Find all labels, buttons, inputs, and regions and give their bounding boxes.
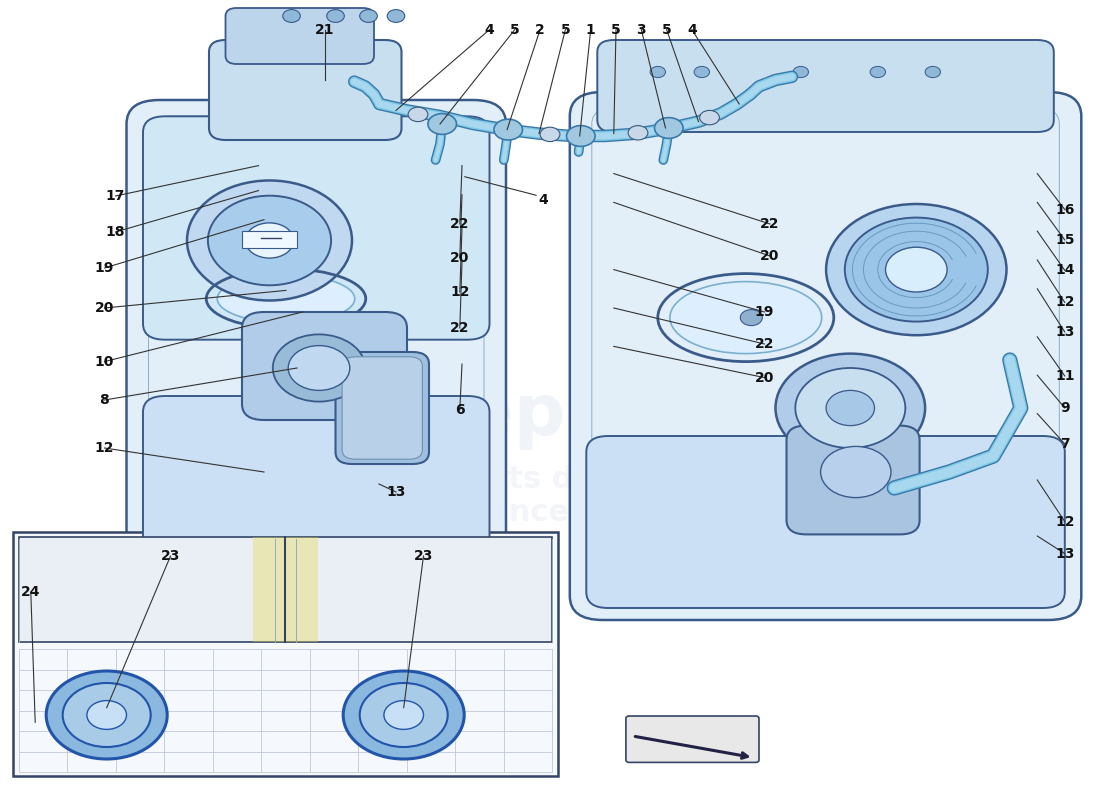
- Text: 4: 4: [485, 22, 494, 37]
- Circle shape: [826, 204, 1006, 335]
- Text: 11: 11: [1055, 369, 1075, 383]
- Circle shape: [327, 10, 344, 22]
- Text: 5: 5: [510, 22, 519, 37]
- Circle shape: [245, 223, 294, 258]
- Text: 8: 8: [100, 393, 109, 407]
- Text: 3: 3: [637, 22, 646, 37]
- Text: 20: 20: [95, 301, 114, 315]
- Circle shape: [87, 701, 126, 730]
- Circle shape: [886, 247, 947, 292]
- Text: 4: 4: [688, 22, 696, 37]
- Text: 4: 4: [539, 193, 548, 207]
- Circle shape: [740, 310, 762, 326]
- Text: 13: 13: [1055, 325, 1075, 339]
- Text: oeparts: oeparts: [416, 382, 728, 450]
- Circle shape: [566, 126, 595, 146]
- FancyBboxPatch shape: [342, 357, 422, 459]
- Circle shape: [494, 119, 522, 140]
- Circle shape: [650, 66, 666, 78]
- Bar: [253, 537, 318, 642]
- Ellipse shape: [670, 282, 822, 354]
- Text: 23: 23: [161, 549, 180, 563]
- Text: 18: 18: [106, 225, 125, 239]
- Text: 24: 24: [21, 585, 41, 599]
- Circle shape: [428, 114, 456, 134]
- Text: 13: 13: [386, 485, 406, 499]
- Circle shape: [187, 181, 352, 301]
- Text: 13: 13: [1055, 546, 1075, 561]
- Text: 22: 22: [760, 217, 780, 231]
- Circle shape: [870, 66, 886, 78]
- FancyBboxPatch shape: [143, 396, 490, 552]
- Text: parts diagram
since 1979: parts diagram since 1979: [451, 465, 693, 527]
- Text: 16: 16: [1055, 202, 1075, 217]
- Text: 5: 5: [662, 22, 671, 37]
- Text: 23: 23: [414, 549, 433, 563]
- Circle shape: [845, 218, 988, 322]
- Circle shape: [408, 107, 428, 122]
- Bar: [242, 231, 297, 249]
- Circle shape: [63, 683, 151, 747]
- Text: 20: 20: [755, 370, 774, 385]
- Text: 22: 22: [450, 321, 470, 335]
- Text: 22: 22: [755, 337, 774, 351]
- Text: 15: 15: [1055, 233, 1075, 247]
- FancyBboxPatch shape: [336, 352, 429, 464]
- FancyBboxPatch shape: [143, 116, 490, 340]
- Text: 12: 12: [95, 441, 114, 455]
- Circle shape: [795, 368, 905, 448]
- Text: 9: 9: [1060, 401, 1069, 415]
- Bar: [19, 537, 552, 642]
- Text: 12: 12: [1055, 295, 1075, 310]
- Bar: [13, 532, 558, 776]
- Text: 19: 19: [755, 305, 774, 319]
- FancyBboxPatch shape: [226, 8, 374, 64]
- Text: 12: 12: [1055, 514, 1075, 529]
- Text: 21: 21: [315, 22, 334, 37]
- Text: 20: 20: [760, 249, 780, 263]
- Text: 6: 6: [455, 402, 464, 417]
- Circle shape: [826, 390, 875, 426]
- Text: 22: 22: [450, 217, 470, 231]
- FancyBboxPatch shape: [786, 426, 920, 534]
- Circle shape: [821, 446, 891, 498]
- Circle shape: [700, 110, 719, 125]
- Circle shape: [694, 66, 710, 78]
- Circle shape: [776, 354, 925, 462]
- Text: 19: 19: [95, 261, 114, 275]
- Text: 5: 5: [561, 22, 570, 37]
- FancyBboxPatch shape: [126, 100, 506, 564]
- FancyBboxPatch shape: [586, 436, 1065, 608]
- FancyBboxPatch shape: [209, 40, 402, 140]
- FancyBboxPatch shape: [242, 312, 407, 420]
- Circle shape: [540, 127, 560, 142]
- Circle shape: [343, 671, 464, 759]
- FancyBboxPatch shape: [570, 92, 1081, 620]
- Text: 5: 5: [612, 22, 620, 37]
- Circle shape: [628, 126, 648, 140]
- Text: 12: 12: [450, 285, 470, 299]
- Circle shape: [654, 118, 683, 138]
- Circle shape: [925, 66, 940, 78]
- Text: 20: 20: [450, 250, 470, 265]
- Circle shape: [360, 683, 448, 747]
- Text: 10: 10: [95, 354, 114, 369]
- Ellipse shape: [218, 274, 354, 322]
- Circle shape: [793, 66, 808, 78]
- Text: 17: 17: [106, 189, 125, 203]
- Circle shape: [387, 10, 405, 22]
- Text: 2: 2: [536, 22, 544, 37]
- Circle shape: [360, 10, 377, 22]
- Text: 14: 14: [1055, 263, 1075, 278]
- FancyBboxPatch shape: [626, 716, 759, 762]
- Circle shape: [288, 346, 350, 390]
- Text: 7: 7: [1060, 437, 1069, 451]
- Text: 1: 1: [586, 22, 595, 37]
- Circle shape: [283, 10, 300, 22]
- Circle shape: [46, 671, 167, 759]
- FancyBboxPatch shape: [597, 40, 1054, 132]
- Circle shape: [273, 334, 365, 402]
- Circle shape: [208, 196, 331, 286]
- Circle shape: [384, 701, 424, 730]
